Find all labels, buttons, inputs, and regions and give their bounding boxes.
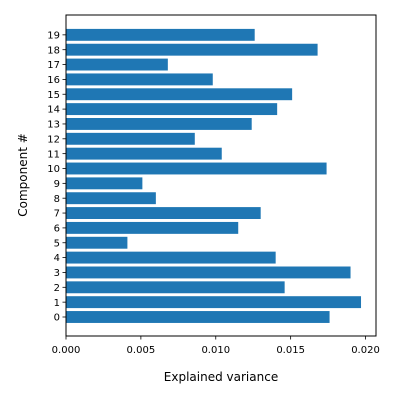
x-tick-label: 0.020 (351, 345, 380, 356)
y-tick-label: 14 (47, 105, 60, 116)
plot-frame (65, 14, 377, 337)
bar-component-14 (66, 103, 278, 116)
bar-component-17 (66, 58, 168, 71)
y-tick-label: 1 (54, 298, 60, 309)
y-tick-label: 18 (47, 45, 60, 56)
x-tick-label: 0.010 (201, 345, 230, 356)
y-tick-label: 17 (47, 60, 60, 71)
x-axis-label: Explained variance (164, 370, 278, 384)
bar-component-12 (66, 132, 195, 145)
x-ticks-group: 0.000 0.005 0.010 0.015 0.020 (52, 336, 380, 356)
y-tick-label: 3 (54, 268, 60, 279)
y-tick-label: 5 (54, 238, 60, 249)
y-tick-label: 12 (47, 134, 60, 145)
bar-component-0 (66, 311, 330, 323)
bar-component-5 (66, 236, 128, 249)
bar-component-11 (66, 147, 222, 160)
y-tick-label: 0 (54, 313, 60, 324)
bar-component-1 (66, 296, 362, 309)
bar-component-13 (66, 118, 252, 130)
y-tick-label: 19 (47, 30, 60, 41)
y-tick-label: 9 (54, 179, 60, 190)
bar-component-16 (66, 73, 213, 86)
bar-component-8 (66, 192, 156, 205)
bar-component-2 (66, 281, 285, 294)
bar-component-4 (66, 251, 276, 264)
bars-group (66, 28, 362, 323)
y-tick-label: 16 (47, 75, 60, 86)
y-axis-label: Component # (16, 133, 30, 217)
y-tick-label: 8 (54, 194, 60, 205)
y-tick-label: 15 (47, 90, 60, 101)
bar-component-15 (66, 88, 293, 101)
bar-component-7 (66, 207, 261, 219)
bar-component-19 (66, 28, 255, 41)
y-tick-label: 13 (47, 120, 60, 131)
x-tick-label: 0.005 (127, 345, 156, 356)
y-tick-label: 11 (47, 149, 60, 160)
y-tick-label: 2 (54, 283, 60, 294)
x-tick-label: 0.015 (276, 345, 305, 356)
y-tick-label: 10 (47, 164, 60, 175)
y-tick-label: 4 (54, 253, 60, 264)
bar-component-6 (66, 221, 239, 234)
bar-component-10 (66, 162, 327, 175)
x-tick-label: 0.000 (52, 345, 81, 356)
bar-component-18 (66, 43, 318, 56)
bar-component-3 (66, 266, 351, 279)
bar-component-9 (66, 177, 143, 190)
y-tick-label: 7 (54, 209, 60, 220)
y-tick-label: 6 (54, 224, 60, 235)
